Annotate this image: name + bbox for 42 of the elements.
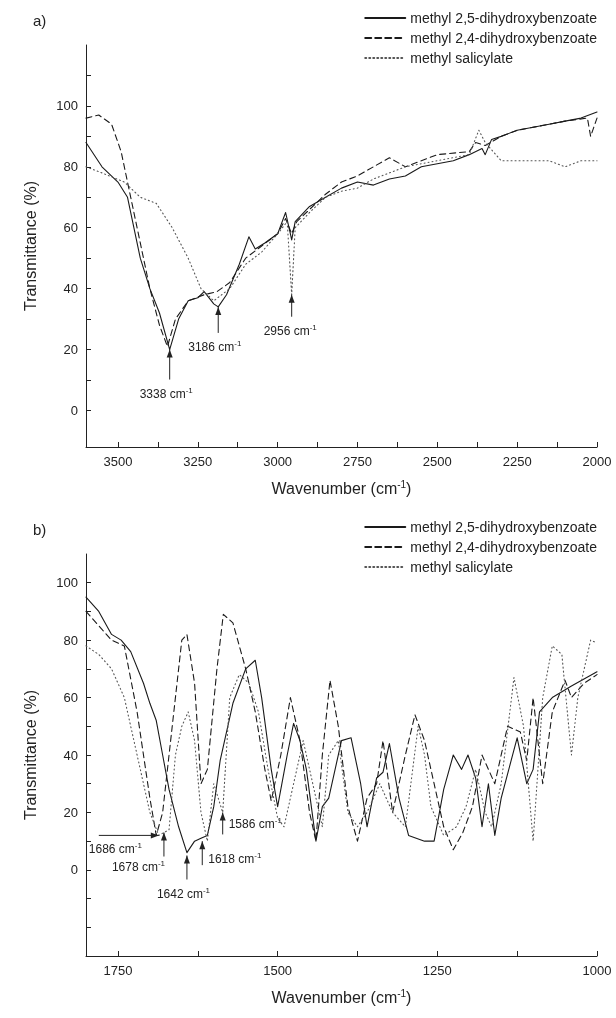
- x-tick-label: 1250: [422, 963, 452, 978]
- legend-label: methyl 2,4-dihydroxybenzoate: [410, 539, 598, 555]
- y-tick-label: 0: [70, 402, 78, 418]
- y-tick-label: 0: [70, 862, 78, 878]
- y-tick-label: 100: [56, 98, 78, 114]
- legend-label: methyl 2,4-dihydroxybenzoate: [410, 30, 598, 46]
- y-tick-label: 20: [63, 804, 78, 820]
- x-tick-label: 3000: [263, 454, 293, 469]
- annotation: 2956 cm$^{-1}$: [263, 321, 317, 338]
- x-tick-label: 1000: [582, 963, 612, 978]
- annotation: 1618 cm$^{-1}$: [208, 850, 262, 867]
- y-tick-label: 60: [63, 220, 78, 236]
- x-tick-label: 2750: [343, 454, 372, 469]
- x-tick-label: 2000: [582, 454, 612, 469]
- annotation: 1642 cm$^{-1}$: [156, 884, 211, 901]
- y-tick-label: 80: [63, 632, 78, 648]
- annotation: 3186 cm$^{-1}$: [188, 337, 242, 354]
- y-axis-title: Transmittance (%): [21, 689, 39, 821]
- chart-title: b): [33, 521, 47, 538]
- y-tick-label: 20: [63, 342, 78, 358]
- legend-label: methyl 2,5-dihydroxybenzoate: [410, 519, 598, 535]
- y-tick-label: 40: [63, 747, 78, 763]
- y-tick-label: 60: [63, 690, 78, 706]
- annotation: 1686 cm$^{-1}$: [88, 840, 142, 857]
- y-axis-title: Transmittance (%): [21, 180, 39, 312]
- y-tick-label: 80: [63, 159, 78, 175]
- annotation: 3338 cm$^{-1}$: [139, 384, 193, 401]
- annotation: 1586 cm$^{-1}$: [228, 815, 282, 832]
- legend-label: methyl salicylate: [410, 50, 514, 66]
- x-tick-label: 3500: [103, 454, 133, 469]
- legend-label: methyl salicylate: [410, 559, 514, 575]
- annotation: 1678 cm$^{-1}$: [111, 857, 166, 874]
- y-tick-label: 100: [56, 575, 78, 591]
- chart-title: a): [33, 12, 47, 29]
- legend-label: methyl 2,5-dihydroxybenzoate: [410, 10, 598, 26]
- x-tick-label: 2500: [422, 454, 452, 469]
- x-tick-label: 1750: [103, 963, 133, 978]
- x-tick-label: 1500: [263, 963, 293, 978]
- x-tick-label: 2250: [502, 454, 532, 469]
- x-tick-label: 3250: [183, 454, 213, 469]
- y-tick-label: 40: [63, 281, 78, 297]
- line-series: [85, 129, 598, 302]
